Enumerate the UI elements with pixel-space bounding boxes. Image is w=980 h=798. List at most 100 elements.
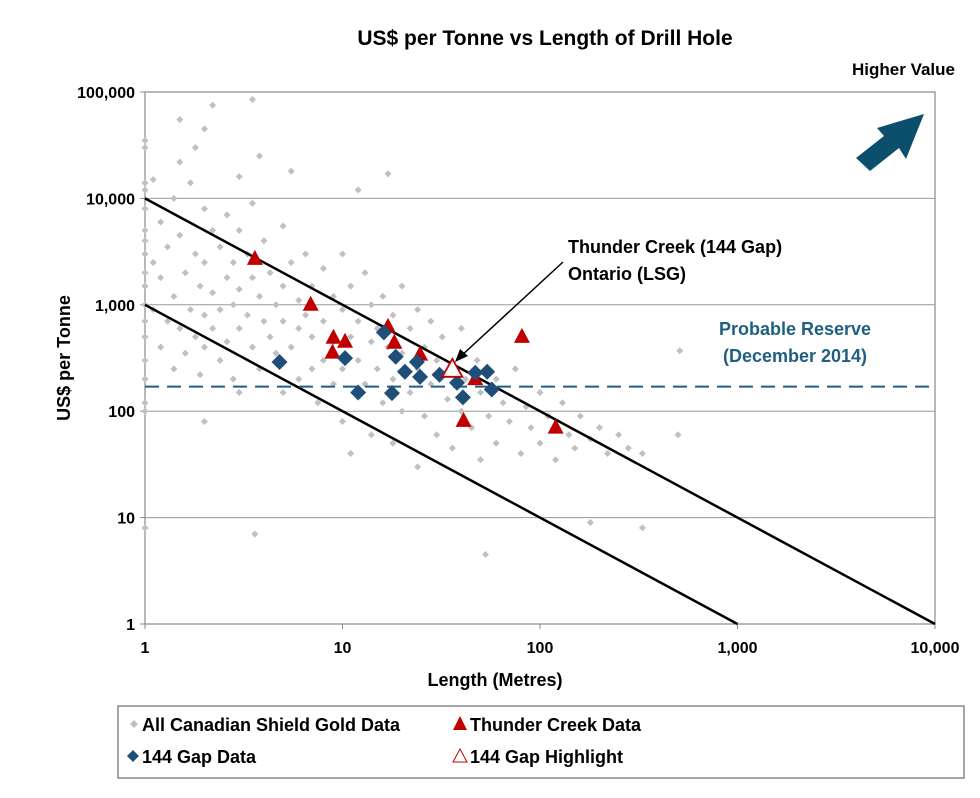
gray-data-point — [586, 518, 594, 526]
gray-data-point — [477, 456, 485, 464]
gray-data-point — [176, 158, 184, 166]
gray-data-point — [209, 324, 217, 332]
gray-data-point — [176, 231, 184, 239]
callout-line1: Thunder Creek (144 Gap) — [568, 237, 782, 257]
gray-data-point — [187, 179, 195, 187]
gray-data-point — [272, 349, 280, 357]
legend-gray-diamond-icon — [130, 720, 138, 728]
gray-data-point — [141, 205, 149, 213]
gray-data-point — [347, 282, 355, 290]
gray-data-point — [200, 311, 208, 319]
gray-data-point — [676, 347, 684, 355]
gray-data-point — [347, 333, 355, 341]
y-tick-label: 100 — [108, 404, 135, 421]
gray-data-point — [638, 524, 646, 532]
gray-data-point — [339, 250, 346, 258]
gray-data-point — [248, 343, 256, 351]
gray-data-point — [295, 375, 303, 383]
gray-data-point — [420, 412, 428, 420]
gray-data-point — [170, 194, 178, 202]
gray-data-point — [248, 199, 256, 207]
gray-data-point — [141, 269, 149, 277]
gray-data-point — [196, 371, 204, 379]
gap-144-point — [467, 364, 484, 381]
thunder-creek-point — [302, 295, 319, 311]
gray-data-point — [235, 324, 243, 332]
gray-data-point — [615, 431, 623, 439]
gray-data-point — [302, 311, 310, 319]
gray-data-point — [256, 152, 264, 160]
y-tick-label: 1,000 — [95, 298, 135, 315]
gray-data-point — [517, 450, 525, 458]
gray-data-point — [559, 399, 567, 407]
gap-144-point — [375, 324, 392, 341]
gray-data-point — [367, 338, 375, 346]
gray-data-point — [308, 333, 316, 341]
gray-data-point — [379, 292, 387, 300]
gray-data-point — [248, 274, 256, 282]
x-tick-label: 10,000 — [911, 640, 960, 657]
gray-data-point — [604, 450, 612, 458]
gray-data-point — [141, 317, 149, 325]
callout-arrow — [459, 261, 564, 358]
y-axis-label: US$ per Tonne — [54, 295, 74, 421]
gray-data-point — [164, 243, 172, 251]
gray-data-point — [279, 222, 287, 230]
gray-data-point — [505, 418, 513, 426]
gray-data-point — [141, 137, 149, 145]
gray-data-point — [279, 317, 287, 325]
callout-arrowhead-icon — [455, 349, 468, 362]
gray-data-point — [209, 101, 217, 109]
callout-line2: Ontario (LSG) — [568, 264, 686, 284]
gray-data-point — [223, 338, 231, 346]
gray-data-point — [157, 274, 165, 282]
thunder-creek-point — [246, 249, 263, 265]
legend-box — [117, 705, 965, 779]
gray-data-point — [379, 399, 387, 407]
axis-ticks: 1 10 100 1,000 10,000 100,000 1 10 100 1,000 10,00… — [77, 85, 959, 657]
gray-data-point — [457, 324, 465, 332]
gray-data-point — [314, 399, 322, 407]
gray-data-point — [248, 96, 256, 104]
gray-data-point — [181, 269, 189, 277]
thunder-creek-point — [324, 343, 341, 359]
gray-data-point — [141, 282, 149, 290]
gray-data-point — [229, 301, 237, 309]
gray-data-point — [141, 399, 149, 407]
gray-data-point — [200, 125, 208, 133]
gray-data-point — [406, 388, 414, 396]
gray-data-point — [170, 292, 178, 300]
gray-data-point — [373, 365, 381, 373]
legend-blue-diamond-icon — [127, 750, 139, 762]
gray-data-point — [492, 439, 500, 447]
gray-data-point — [176, 116, 184, 124]
gray-data-point — [196, 282, 204, 290]
gray-data-point — [473, 356, 481, 364]
x-tick-label: 1,000 — [717, 640, 757, 657]
gray-data-point — [141, 250, 149, 258]
reserve-label-line1: Probable Reserve — [719, 319, 871, 339]
thunder-creek-point — [513, 327, 530, 343]
thunder-creek-point — [547, 418, 564, 434]
gray-data-point — [319, 356, 327, 364]
gray-data-point — [191, 250, 199, 258]
gray-data-point — [157, 343, 165, 351]
gray-data-point — [235, 285, 243, 293]
legend-red-triangle-icon — [453, 716, 467, 730]
legend-label-144-gap: 144 Gap Data — [142, 747, 257, 767]
gap-144-point — [412, 368, 429, 385]
gray-data-point — [389, 439, 397, 447]
thunder-creek-point — [455, 411, 472, 427]
gray-data-point — [223, 211, 231, 219]
data-points — [141, 96, 684, 558]
gray-data-point — [141, 407, 149, 415]
gray-data-point — [235, 388, 243, 396]
gray-data-point — [406, 324, 414, 332]
gray-data-point — [216, 356, 224, 364]
gray-data-point — [187, 306, 195, 314]
gray-data-point — [260, 317, 268, 325]
gray-data-point — [427, 317, 435, 325]
gray-data-point — [536, 439, 544, 447]
gap-144-point — [479, 363, 496, 380]
trend-line-1 — [144, 303, 739, 626]
